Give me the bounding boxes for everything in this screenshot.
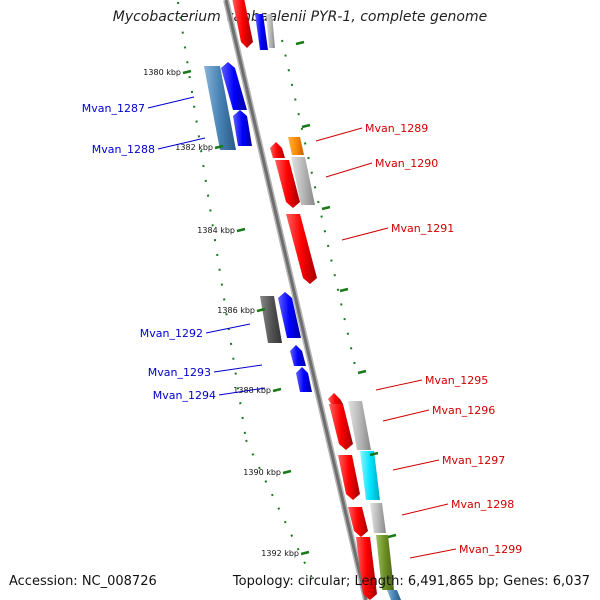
- gene-feature: [328, 393, 343, 404]
- scale-tick: [236, 227, 246, 233]
- gene-leader-line: [409, 548, 457, 559]
- scale-tick-label: 1382 kbp: [175, 143, 213, 152]
- gene-feature: [329, 404, 353, 450]
- gene-label: Mvan_1294: [153, 389, 216, 402]
- gene-leader-line: [218, 387, 266, 396]
- scale-dot-trace: [245, 439, 313, 579]
- gene-features: [204, 0, 401, 600]
- gene-feature: [204, 66, 236, 150]
- map-title: Mycobacterium vanbaalenii PYR-1, complet…: [112, 9, 488, 25]
- gene-label: Mvan_1290: [375, 157, 438, 170]
- scale-tick: [357, 369, 367, 375]
- gene-leader-line: [315, 127, 363, 142]
- gene-label: Mvan_1297: [442, 454, 505, 467]
- gene-feature: [356, 537, 377, 600]
- gene-feature: [338, 455, 360, 500]
- gene-feature: [291, 157, 315, 205]
- scale-tick-label: 1390 kbp: [243, 468, 281, 477]
- gene-leader-line: [382, 409, 430, 422]
- accession-text: Accession: NC_008726: [9, 574, 157, 589]
- gene-feature: [232, 0, 253, 48]
- scale-tick-label: 1384 kbp: [197, 226, 235, 235]
- gene-feature: [286, 214, 317, 284]
- scale-tick: [369, 451, 379, 457]
- genome-stats-text: Topology: circular; Length: 6,491,865 bp…: [232, 574, 590, 589]
- scale-tick: [321, 205, 331, 211]
- gene-feature: [233, 110, 252, 146]
- gene-leader-line: [147, 96, 195, 109]
- gene-feature: [360, 451, 380, 500]
- scale-ticks: 1380 kbp 1382 kbp 1384 kbp 1386 kbp 1388 kbp…: [143, 40, 397, 558]
- gene-feature: [221, 62, 247, 110]
- gene-label: Mvan_1299: [459, 543, 522, 556]
- gene-feature: [296, 367, 312, 392]
- gene-feature: [266, 14, 275, 48]
- gene-leader-line: [392, 459, 440, 471]
- gene-feature: [278, 292, 301, 338]
- scale-tick: [256, 307, 266, 313]
- scale-tick: [182, 69, 192, 75]
- gene-feature: [255, 14, 268, 50]
- scale-tick: [295, 40, 305, 46]
- gene-label: Mvan_1289: [365, 122, 428, 135]
- scale-tick: [282, 469, 292, 475]
- gene-feature: [275, 160, 300, 208]
- gene-label: Mvan_1295: [425, 374, 488, 387]
- gene-leader-line: [401, 503, 449, 516]
- gene-feature: [370, 503, 386, 533]
- genome-backbone: [223, 0, 369, 600]
- gene-leader-line: [341, 227, 389, 241]
- gene-leader-line: [325, 162, 373, 178]
- gene-feature: [387, 590, 401, 600]
- scale-tick: [214, 144, 224, 150]
- gene-feature: [260, 296, 282, 343]
- gene-label: Mvan_1293: [148, 366, 211, 379]
- scale-tick-label: 1380 kbp: [143, 68, 181, 77]
- scale-tick: [272, 387, 282, 393]
- scale-tick-label: 1388 kbp: [233, 386, 271, 395]
- gene-leader-line: [157, 137, 206, 150]
- scale-tick-label: 1386 kbp: [217, 306, 255, 315]
- scale-dots: [177, 1, 357, 579]
- gene-feature: [270, 142, 285, 158]
- gene-label: Mvan_1287: [82, 102, 145, 115]
- gene-feature: [348, 401, 371, 450]
- gene-feature: [290, 345, 306, 366]
- gene-labels: Mvan_1287 Mvan_1288 Mvan_1292 Mvan_1293 Mvan…: [82, 96, 522, 559]
- gene-label: Mvan_1296: [432, 404, 495, 417]
- gene-label: Mvan_1291: [391, 222, 454, 235]
- gene-feature: [376, 535, 394, 590]
- scale-tick: [387, 533, 397, 539]
- gene-label: Mvan_1292: [140, 327, 203, 340]
- gene-leader-line: [213, 364, 263, 373]
- scale-tick: [339, 287, 349, 293]
- gene-feature: [288, 137, 304, 155]
- scale-tick: [301, 123, 311, 129]
- gene-leader-line: [375, 379, 423, 391]
- gene-label: Mvan_1298: [451, 498, 514, 511]
- gene-feature: [348, 507, 368, 537]
- scale-tick: [300, 550, 310, 556]
- scale-tick-label: 1392 kbp: [261, 549, 299, 558]
- gene-leader-line: [205, 323, 251, 334]
- gene-label: Mvan_1288: [92, 143, 155, 156]
